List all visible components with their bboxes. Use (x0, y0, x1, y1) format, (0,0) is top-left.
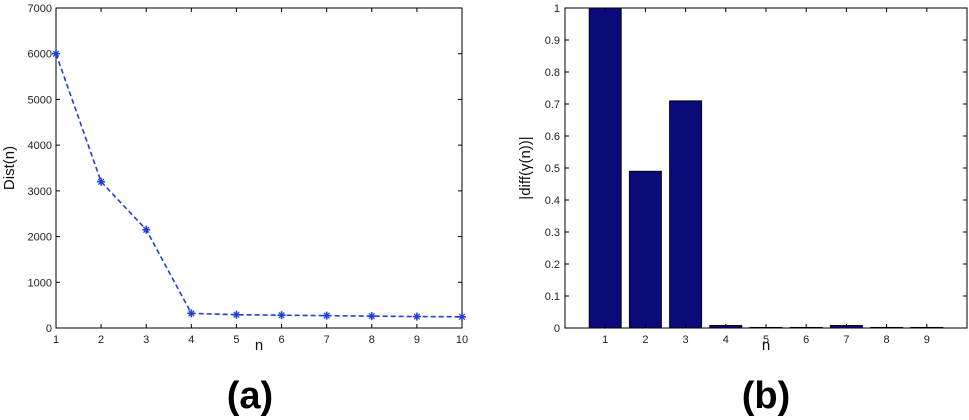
data-point-d2 (97, 178, 105, 185)
series-line (55, 53, 463, 318)
data-point-d2 (233, 311, 240, 318)
x-tick-label: 9 (924, 334, 930, 346)
plot-b: 1 2 3 4 5 6 7 8 9 0 0.1 0.2 0.3 0.4 0.5 0.6 0.7 0.8 0.9 1 n… (517, 3, 968, 417)
x-tick-label: 4 (188, 334, 194, 346)
y-tick-label: 3000 (28, 186, 52, 198)
bar (669, 100, 703, 329)
y-tick-label: 0.5 (545, 163, 560, 175)
x-tick-label: 6 (803, 334, 809, 346)
x-tick-label: 1 (602, 334, 608, 346)
x-tick-label: 5 (763, 334, 769, 346)
data-point (187, 309, 196, 318)
data-point-d2 (188, 310, 195, 317)
data-point (97, 177, 106, 186)
data-point-d2 (413, 313, 421, 320)
data-point (367, 312, 376, 321)
x-tick-label: 9 (414, 334, 420, 346)
y-tick-label: 6000 (28, 49, 52, 61)
x-tick-label: 5 (233, 334, 239, 346)
data-point-d2 (142, 226, 150, 233)
y-tick-label: 0 (46, 323, 52, 335)
y-tick-label: 0 (554, 323, 560, 335)
plot-b-xlabel: n (762, 337, 770, 354)
data-point (458, 312, 466, 321)
x-tick-label: 2 (98, 334, 104, 346)
y-tick-label: 4000 (28, 140, 52, 152)
bar (628, 170, 662, 329)
x-tick-label: 3 (143, 334, 149, 346)
plot-a: 1 2 3 4 5 6 7 8 9 10 0 1000 2000 3000 4000 5000 6000 7000… (1, 3, 468, 417)
plot-b-frame (564, 7, 968, 329)
data-point (52, 49, 60, 58)
x-tick-label: 6 (278, 334, 284, 346)
plot-b-bars (588, 7, 944, 329)
panel-label-b: (b) (742, 375, 791, 417)
y-tick-label: 5000 (28, 94, 52, 106)
x-tick-label: 7 (843, 334, 849, 346)
plot-a-ticks: 1 2 3 4 5 6 7 8 9 10 0 1000 2000 3000 4000 5000 6000 7000 (28, 3, 469, 346)
data-point (277, 311, 286, 320)
y-tick-label: 0.8 (545, 67, 560, 79)
y-tick-label: 1 (554, 3, 560, 15)
data-point-d2 (52, 50, 60, 57)
data-point (322, 311, 331, 320)
data-point (142, 225, 151, 234)
y-tick-label: 0.1 (545, 291, 560, 303)
y-tick-label: 0.3 (545, 227, 560, 239)
y-tick-label: 0.9 (545, 35, 560, 47)
y-tick-label: 0.4 (545, 195, 560, 207)
y-tick-label: 0.7 (545, 99, 560, 111)
x-tick-label: 7 (324, 334, 330, 346)
x-tick-label: 10 (456, 334, 468, 346)
y-tick-label: 0.2 (545, 259, 560, 271)
x-tick-label: 8 (884, 334, 890, 346)
data-point (232, 310, 241, 319)
x-tick-label: 4 (723, 334, 729, 346)
data-point (412, 312, 421, 321)
x-tick-label: 3 (683, 334, 689, 346)
panel-label-a: (a) (227, 375, 273, 417)
plot-b-ticks: 1 2 3 4 5 6 7 8 9 0 0.1 0.2 0.3 0.4 0.5 0.6 0.7 0.8 0.9 1 (545, 3, 967, 346)
x-tick-label: 1 (53, 334, 59, 346)
y-tick-label: 7000 (28, 3, 52, 15)
y-tick-label: 2000 (28, 232, 52, 244)
x-tick-label: 8 (369, 334, 375, 346)
y-tick-label: 1000 (28, 277, 52, 289)
y-tick-label: 0.6 (545, 131, 560, 143)
data-point-d2 (368, 312, 376, 320)
plot-a-series (52, 49, 466, 321)
plot-a-frame (55, 7, 463, 329)
x-tick-label: 2 (642, 334, 648, 346)
bar (588, 7, 622, 329)
data-point-d2 (323, 312, 330, 319)
plot-b-ylabel: |diff(γ(n))| (517, 136, 534, 199)
plot-a-ylabel: Dist(n) (1, 146, 18, 190)
data-point-d2 (278, 311, 285, 319)
plot-a-xlabel: n (255, 337, 263, 354)
data-point-d2 (458, 313, 466, 321)
